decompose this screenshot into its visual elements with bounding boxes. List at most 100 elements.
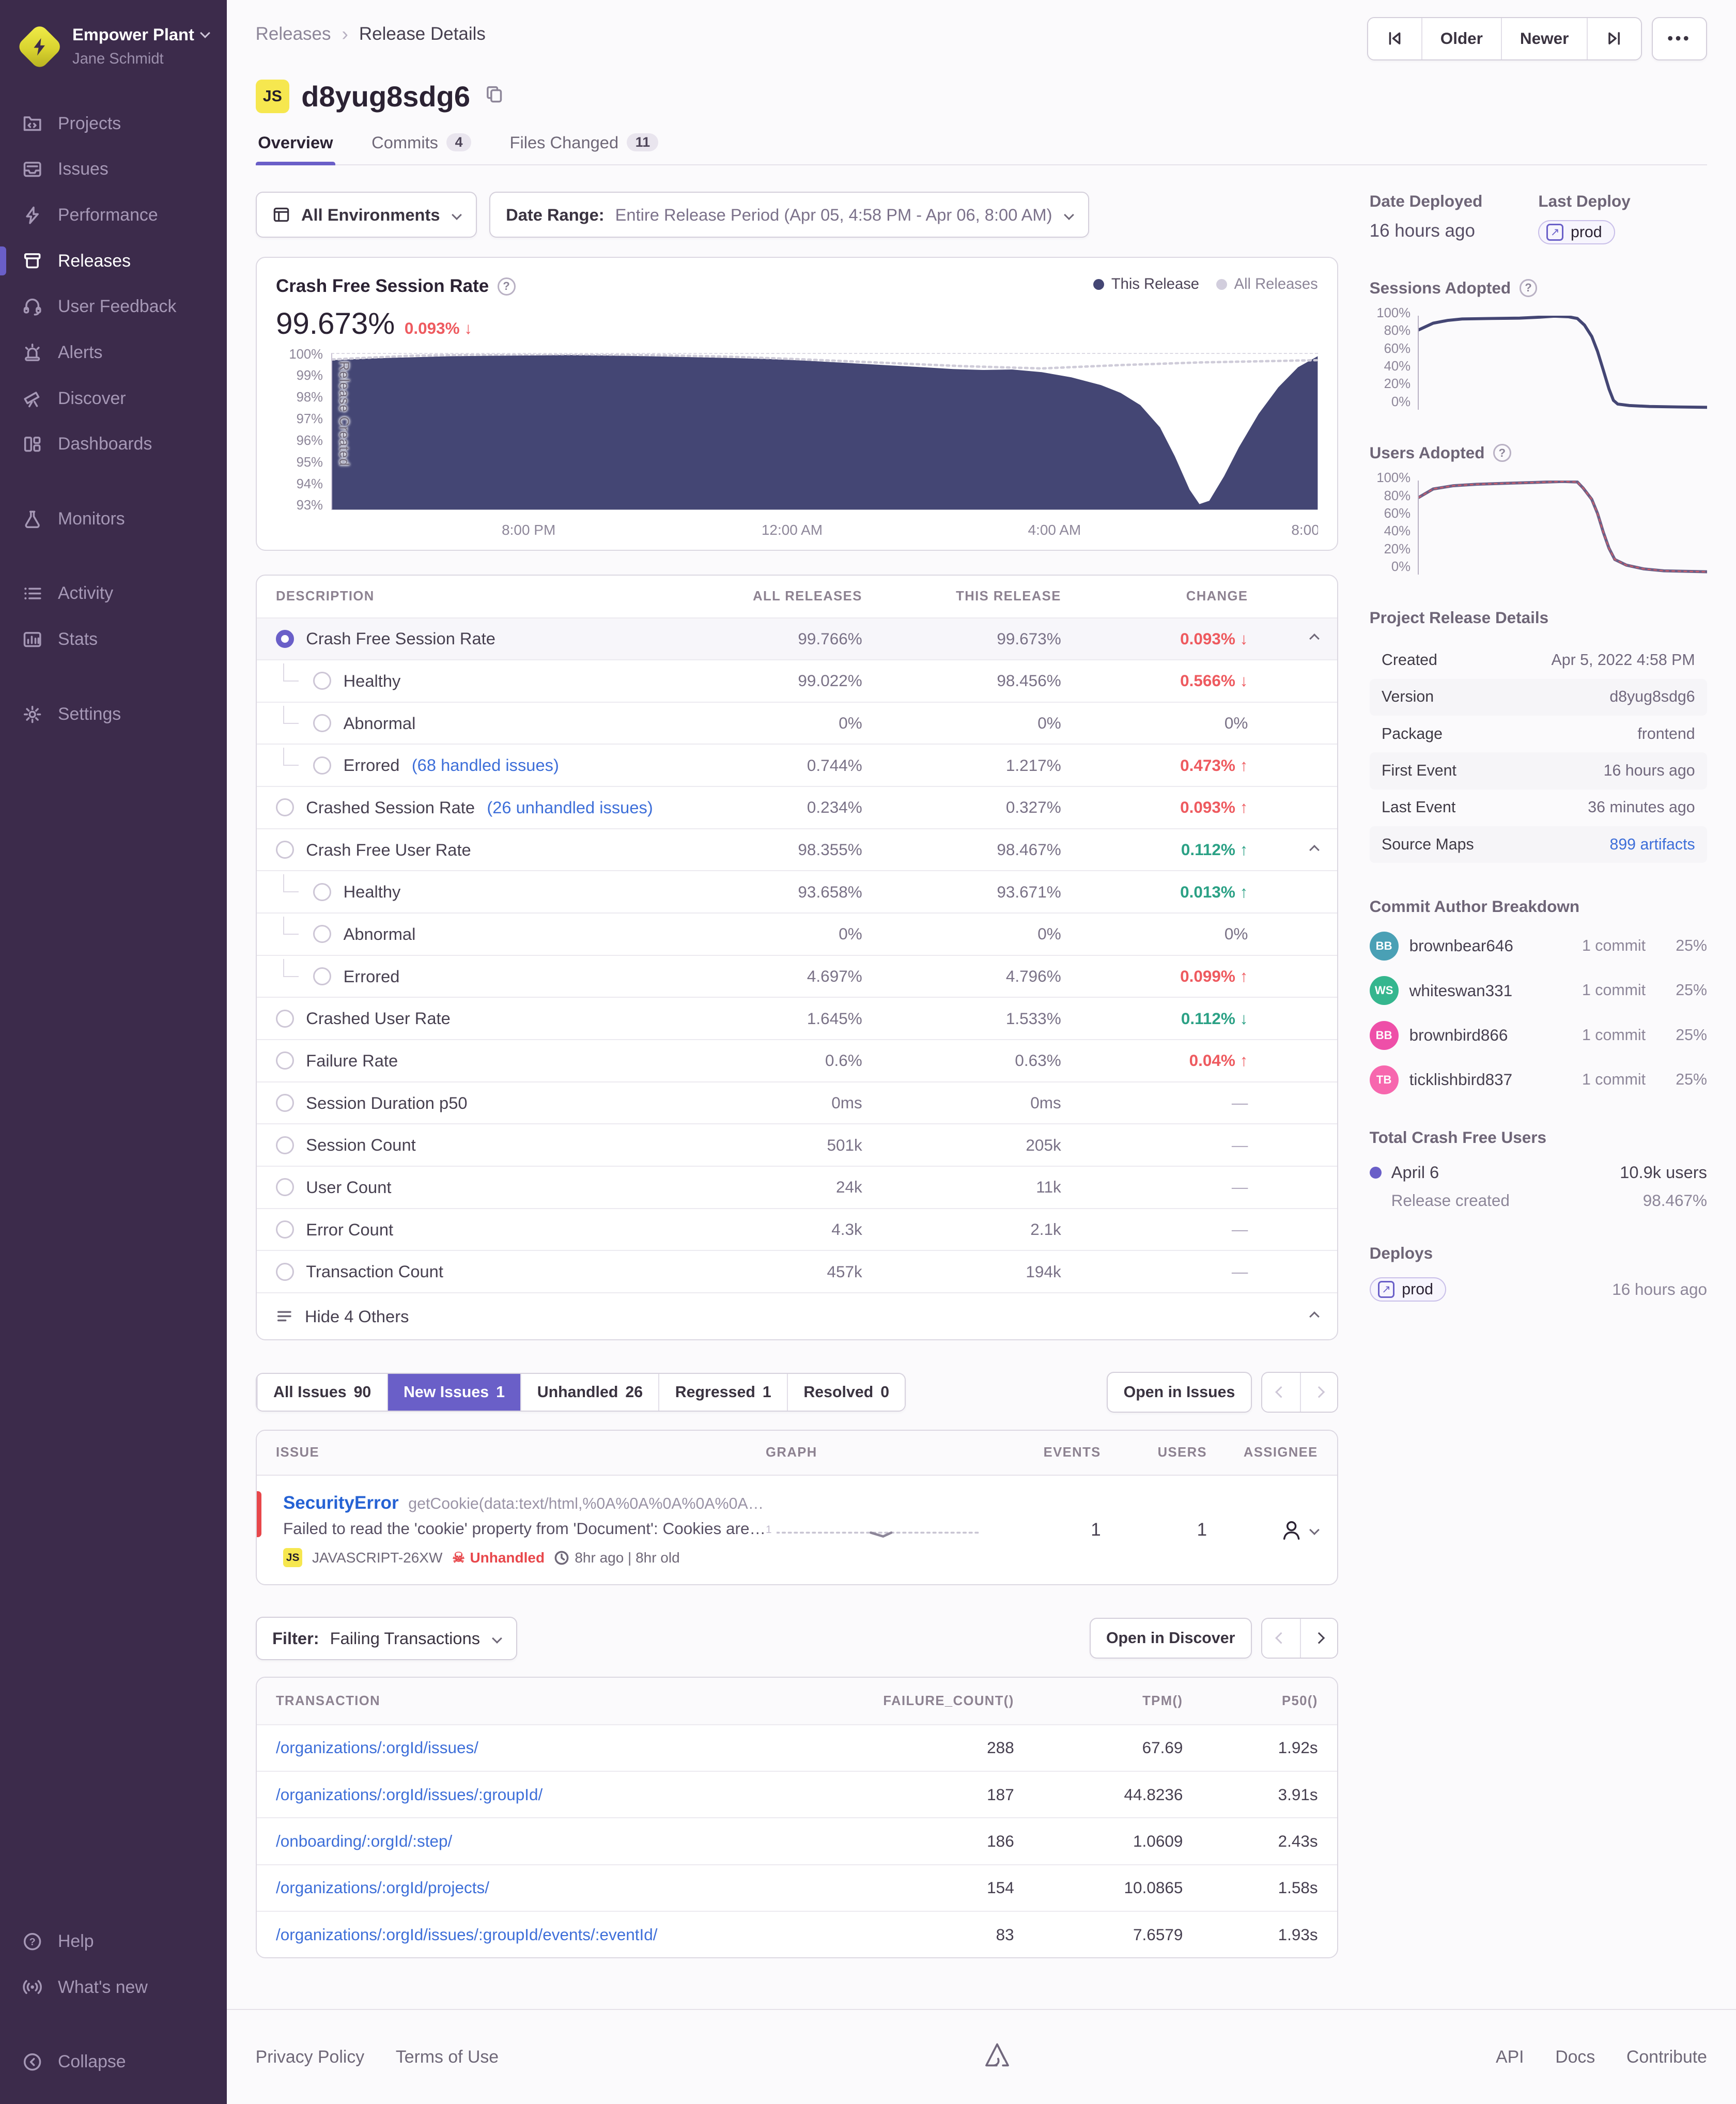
sidebar-item-user-feedback[interactable]: User Feedback — [0, 284, 227, 330]
org-switcher[interactable]: Empower Plant Jane Schmidt — [0, 17, 227, 76]
sidebar-item-stats[interactable]: Stats — [0, 616, 227, 662]
help-tooltip-icon[interactable]: ? — [497, 277, 516, 296]
table-row[interactable]: Abnormal 0% 0% 0% — [256, 912, 1338, 955]
breadcrumb-releases[interactable]: Releases — [255, 23, 331, 44]
more-options-button[interactable]: ••• — [1651, 17, 1707, 60]
table-row[interactable]: Failure Rate 0.6% 0.63% 0.04% ↑ — [256, 1039, 1338, 1081]
metric-radio[interactable] — [275, 1094, 294, 1112]
issue-tab[interactable]: Regressed 1 — [658, 1373, 787, 1411]
older-release-button[interactable]: Older — [1421, 18, 1501, 59]
issue-title-link[interactable]: SecurityError — [283, 1492, 399, 1513]
issues-link[interactable]: (68 handled issues) — [411, 755, 559, 775]
metric-radio[interactable] — [275, 629, 294, 648]
author-name[interactable]: ticklishbird837 — [1409, 1070, 1513, 1089]
table-row[interactable]: Healthy 93.658% 93.671% 0.013% ↑ — [256, 870, 1338, 912]
next-page-button[interactable] — [1299, 1372, 1338, 1412]
metric-radio[interactable] — [275, 1178, 294, 1197]
table-row[interactable]: Errored (68 handled issues) 0.744% 1.217… — [256, 744, 1338, 786]
table-row[interactable]: Session Duration p50 0ms 0ms — — [256, 1081, 1338, 1124]
sidebar-item-whats-new[interactable]: What's new — [0, 1964, 227, 2010]
issue-tab[interactable]: Unhandled 26 — [520, 1373, 659, 1411]
sidebar-item-releases[interactable]: Releases — [0, 238, 227, 284]
table-row[interactable]: Crashed User Rate 1.645% 1.533% 0.112% ↓ — [256, 997, 1338, 1039]
metric-radio[interactable] — [313, 925, 332, 943]
help-tooltip-icon[interactable]: ? — [1493, 444, 1511, 462]
prod-deploy-pill[interactable]: ↗ prod — [1538, 220, 1615, 245]
transaction-link[interactable]: /organizations/:orgId/projects/ — [275, 1878, 489, 1897]
sidebar-item-performance[interactable]: Performance — [0, 192, 227, 238]
collapse-chevron-icon[interactable] — [1309, 633, 1320, 644]
oldest-release-button[interactable] — [1368, 18, 1421, 59]
sidebar-item-monitors[interactable]: Monitors — [0, 496, 227, 542]
sidebar-item-collapse[interactable]: Collapse — [0, 2039, 227, 2085]
environment-selector[interactable]: All Environments — [255, 192, 477, 238]
newest-release-button[interactable] — [1587, 18, 1641, 59]
collapse-chevron-icon[interactable] — [1309, 844, 1320, 855]
sidebar-item-activity[interactable]: Activity — [0, 571, 227, 617]
sidebar-item-discover[interactable]: Discover — [0, 376, 227, 422]
issues-link[interactable]: (26 unhandled issues) — [487, 797, 653, 817]
issue-tab[interactable]: Resolved 0 — [787, 1373, 905, 1411]
metric-radio[interactable] — [313, 714, 332, 733]
table-row[interactable]: Errored 4.697% 4.796% 0.099% ↑ — [256, 954, 1338, 997]
newer-release-button[interactable]: Newer — [1500, 18, 1587, 59]
sidebar-item-issues[interactable]: Issues — [0, 146, 227, 192]
metric-radio[interactable] — [275, 841, 294, 859]
footer-link[interactable]: Terms of Use — [395, 2047, 499, 2067]
prev-page-button[interactable] — [1262, 1372, 1300, 1412]
help-tooltip-icon[interactable]: ? — [1519, 279, 1538, 297]
metric-radio[interactable] — [275, 1136, 294, 1154]
metric-radio[interactable] — [275, 798, 294, 817]
tab-files-changed[interactable]: Files Changed 11 — [507, 133, 661, 164]
issue-tab[interactable]: All Issues 90 — [256, 1373, 387, 1411]
author-name[interactable]: brownbear646 — [1409, 936, 1513, 955]
transaction-link[interactable]: /onboarding/:orgId/:step/ — [275, 1832, 453, 1851]
author-name[interactable]: brownbird866 — [1409, 1026, 1508, 1044]
transaction-link[interactable]: /organizations/:orgId/issues/:groupId/ — [275, 1785, 543, 1804]
legend-label[interactable]: All Releases — [1234, 276, 1318, 293]
tab-overview[interactable]: Overview — [255, 133, 336, 166]
copy-release-button[interactable] — [482, 82, 506, 111]
issue-tab[interactable]: New Issues 1 — [386, 1373, 521, 1411]
table-row[interactable]: Session Count 501k 205k — — [256, 1123, 1338, 1166]
author-name[interactable]: whiteswan331 — [1409, 981, 1513, 1000]
table-row[interactable]: Crash Free User Rate 98.355% 98.467% 0.1… — [256, 828, 1338, 871]
next-page-button[interactable] — [1299, 1618, 1338, 1658]
table-row[interactable]: User Count 24k 11k — — [256, 1166, 1338, 1208]
table-row[interactable]: /organizations/:orgId/issues/ 288 67.69 … — [256, 1724, 1338, 1771]
legend-label[interactable]: This Release — [1111, 276, 1199, 293]
sidebar-item-help[interactable]: ? Help — [0, 1919, 227, 1964]
table-row[interactable]: Healthy 99.022% 98.456% 0.566% ↓ — [256, 659, 1338, 702]
transaction-link[interactable]: /organizations/:orgId/issues/ — [275, 1738, 478, 1757]
transaction-filter-selector[interactable]: Filter: Failing Transactions — [255, 1616, 518, 1660]
table-row[interactable]: Crash Free Session Rate 99.766% 99.673% … — [256, 617, 1338, 660]
sidebar-item-projects[interactable]: Projects — [0, 101, 227, 147]
table-row[interactable]: /organizations/:orgId/issues/:groupId/ev… — [256, 1911, 1338, 1957]
footer-link[interactable]: Contribute — [1626, 2047, 1707, 2067]
transaction-link[interactable]: /organizations/:orgId/issues/:groupId/ev… — [275, 1925, 658, 1944]
table-row[interactable]: Transaction Count 457k 194k — — [256, 1250, 1338, 1292]
chart-plot-area[interactable]: Release Created — [331, 353, 1318, 510]
metric-radio[interactable] — [313, 967, 332, 986]
metric-radio[interactable] — [313, 672, 332, 690]
metric-radio[interactable] — [313, 883, 332, 901]
table-row[interactable]: Abnormal 0% 0% 0% — [256, 701, 1338, 744]
metric-radio[interactable] — [313, 756, 332, 775]
table-row[interactable]: /onboarding/:orgId/:step/ 186 1.0609 2.4… — [256, 1817, 1338, 1864]
table-row[interactable]: /organizations/:orgId/projects/ 154 10.0… — [256, 1864, 1338, 1911]
sidebar-item-alerts[interactable]: Alerts — [0, 330, 227, 376]
date-range-selector[interactable]: Date Range: Entire Release Period (Apr 0… — [489, 192, 1090, 238]
tab-commits[interactable]: Commits 4 — [369, 133, 474, 164]
sidebar-item-dashboards[interactable]: Dashboards — [0, 421, 227, 467]
table-row[interactable]: Error Count 4.3k 2.1k — — [256, 1208, 1338, 1250]
table-row[interactable]: /organizations/:orgId/issues/:groupId/ 1… — [256, 1771, 1338, 1817]
hide-others-toggle[interactable]: Hide 4 Others — [256, 1292, 1338, 1339]
open-in-issues-button[interactable]: Open in Issues — [1107, 1371, 1252, 1413]
open-in-discover-button[interactable]: Open in Discover — [1089, 1617, 1252, 1659]
metric-radio[interactable] — [275, 1220, 294, 1239]
issue-assignee-cell[interactable] — [1207, 1517, 1320, 1543]
metric-radio[interactable] — [275, 1009, 294, 1028]
metric-radio[interactable] — [275, 1262, 294, 1281]
table-row[interactable]: Crashed Session Rate (26 unhandled issue… — [256, 786, 1338, 828]
sidebar-item-settings[interactable]: Settings — [0, 691, 227, 737]
